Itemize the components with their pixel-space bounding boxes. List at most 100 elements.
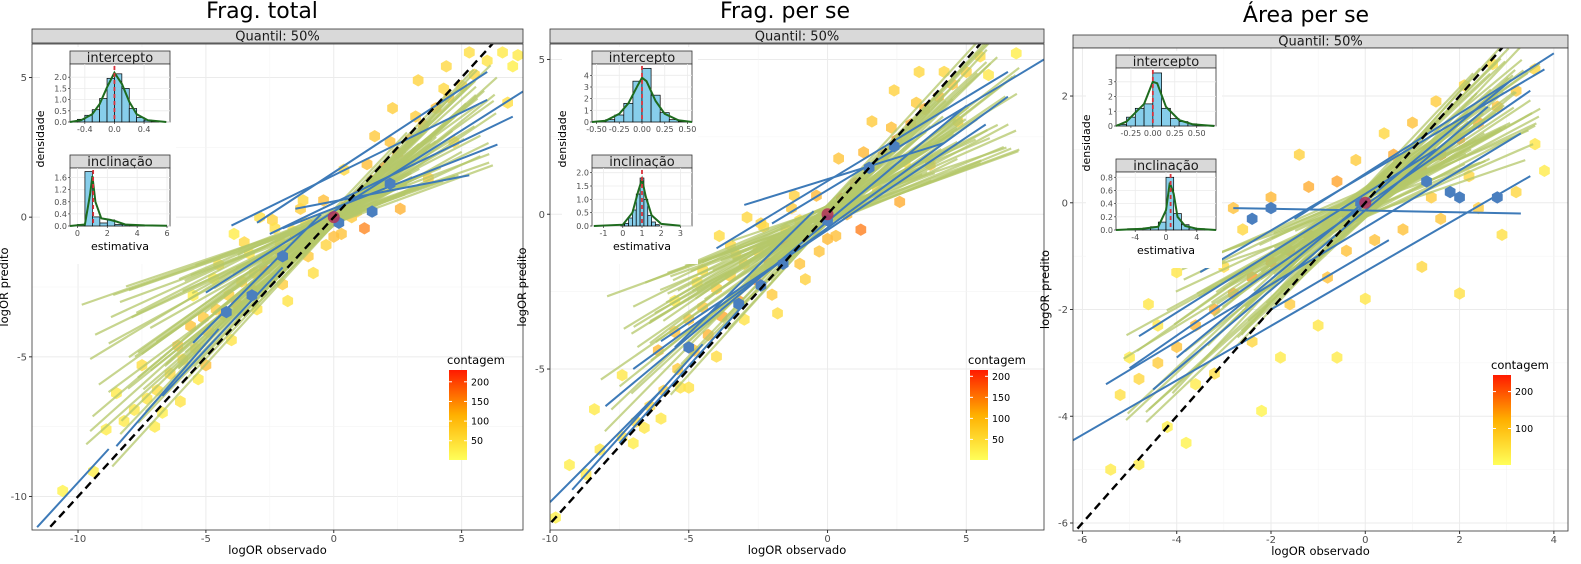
inset-x-tick-label: 0 [620, 229, 625, 238]
study-regression-line [295, 174, 470, 210]
inset-y-tick-label: 1 [584, 106, 589, 115]
inset-histograms: intercepto-0.50 -0.25 0.00 0.25 0.5001234inc… [556, 47, 698, 264]
y-tick-label: 5 [21, 73, 27, 84]
hexbin-cell [858, 146, 869, 159]
histogram-bar [1161, 107, 1171, 127]
hexbin-cell [1378, 127, 1390, 140]
hexbin-cell [412, 74, 424, 87]
study-regression-line [1199, 68, 1545, 274]
inset-y-tick-label: 0 [584, 118, 589, 127]
inset-y-tick-label: 1.6 [54, 174, 67, 183]
x-tick-label: -6 [1077, 535, 1087, 546]
posterior-line [1236, 120, 1469, 339]
x-tick-label: -5 [684, 534, 694, 545]
density-curve [1115, 182, 1217, 231]
hexbin-cell [894, 195, 906, 209]
inset-y-tick-label: 1.0 [576, 195, 589, 204]
inset-y-tick-label: 1.2 [54, 186, 67, 195]
inset-x-axis-title: estimativa [1137, 244, 1195, 257]
hexbin-cell [269, 222, 281, 235]
y-tick-label: -2 [1058, 305, 1068, 316]
study-regression-line [115, 328, 220, 447]
hexbin-cell [1359, 292, 1371, 305]
inset-inclinacao-label: inclinação [609, 155, 675, 170]
study-regression-line [632, 95, 1009, 370]
highlight-hexbin [221, 305, 232, 319]
hexbin-cell [307, 266, 319, 280]
facet-strip-label: Quantil: 50% [235, 30, 319, 45]
hexbin-cell [297, 194, 309, 207]
highlight-hexbin [246, 289, 258, 302]
inset-x-tick-label: 0 [1163, 233, 1168, 242]
hexbin-cell [1010, 47, 1022, 60]
inset-y-tick-label: 0.5 [576, 209, 589, 218]
histogram-bar [647, 214, 652, 227]
inset-y-tick-label: 0.0 [576, 222, 589, 231]
y-tick-label: 0 [1062, 198, 1068, 209]
x-tick-label: -5 [201, 534, 211, 545]
plot-border [1072, 47, 1569, 532]
inset-y-tick-label: 3 [584, 83, 589, 92]
legend: contagem 50 100 150 200 [968, 353, 1026, 460]
highlight-hexbin [277, 250, 288, 263]
highlight-hexbin [384, 177, 396, 190]
posterior-line [690, 148, 1020, 273]
identity-line [1073, 48, 1504, 531]
x-tick-label: -10 [542, 534, 558, 545]
hexbin-cell [1114, 388, 1126, 402]
inset-x-axis-title: estimativa [91, 240, 149, 253]
hexbin-cell [644, 400, 656, 413]
inset-inclinacao-label: inclinação [87, 155, 153, 170]
inset-x-tick-label: 0.25 [1166, 129, 1184, 138]
legend-title: contagem [968, 353, 1026, 367]
inset-y-tick-label: 0.6 [1100, 186, 1113, 195]
legend-label: 150 [992, 393, 1010, 404]
hexbin-cell [1341, 244, 1352, 257]
hexbin-cell [384, 135, 396, 148]
hexbin-cell [1256, 404, 1267, 418]
study-regression-line [743, 142, 945, 206]
legend-colorbar [449, 370, 467, 460]
hexbin-cell [1454, 287, 1465, 300]
hexbin-cell [175, 395, 186, 408]
hexbin-cell [1303, 180, 1315, 193]
hexbin-cell [794, 257, 806, 270]
hexbin-cell [282, 294, 294, 308]
inset-x-tick-label: -0.25 [1121, 129, 1142, 138]
hexbin-cell [711, 350, 722, 363]
histogram-bar [624, 222, 629, 227]
hexbin-cell [833, 152, 844, 165]
identity-line [45, 44, 494, 530]
legend: contagem 50 100 150 200 [447, 353, 505, 460]
hexbin-cell [1133, 372, 1145, 386]
hexbin-cell [512, 49, 523, 62]
plot-data [550, 44, 1044, 526]
hexbin-cell [1190, 378, 1201, 391]
study-regression-line [1105, 132, 1522, 386]
inset-inclinacao-label: inclinação [1133, 159, 1199, 174]
inset-y-tick-label: 0.2 [1100, 213, 1113, 222]
histogram-bar [114, 224, 123, 227]
hexbin-cell [1510, 185, 1522, 199]
hexbin-cell [369, 130, 380, 143]
posterior-line [1222, 124, 1536, 291]
inset-x-tick-label: 0.50 [679, 125, 697, 134]
x-tick-label: -2 [1266, 535, 1276, 546]
x-axis-title: logOR observado [1271, 544, 1370, 558]
inset-x-tick-label: 0.25 [656, 125, 674, 134]
hexbin-cell [328, 230, 340, 243]
hexbin-cell [111, 386, 122, 400]
study-regression-line [1152, 105, 1489, 391]
inset-intercepto-label: intercepto [1133, 55, 1200, 70]
inset-y-tick-label: 2 [584, 95, 589, 104]
posterior-line [141, 99, 495, 356]
hexbin-cell [507, 60, 519, 73]
inset-y-tick-label: 2 [1108, 93, 1113, 102]
hexbin-cell [320, 238, 332, 252]
highlight-hexbin [683, 341, 695, 354]
inset-x-tick-label: 0.50 [1188, 129, 1206, 138]
inset-intercepto-label: intercepto [87, 51, 154, 66]
inset-x-tick-label: 3 [678, 229, 683, 238]
hexbin-cell [675, 381, 686, 394]
inset-y-tick-label: 2.0 [576, 169, 589, 178]
